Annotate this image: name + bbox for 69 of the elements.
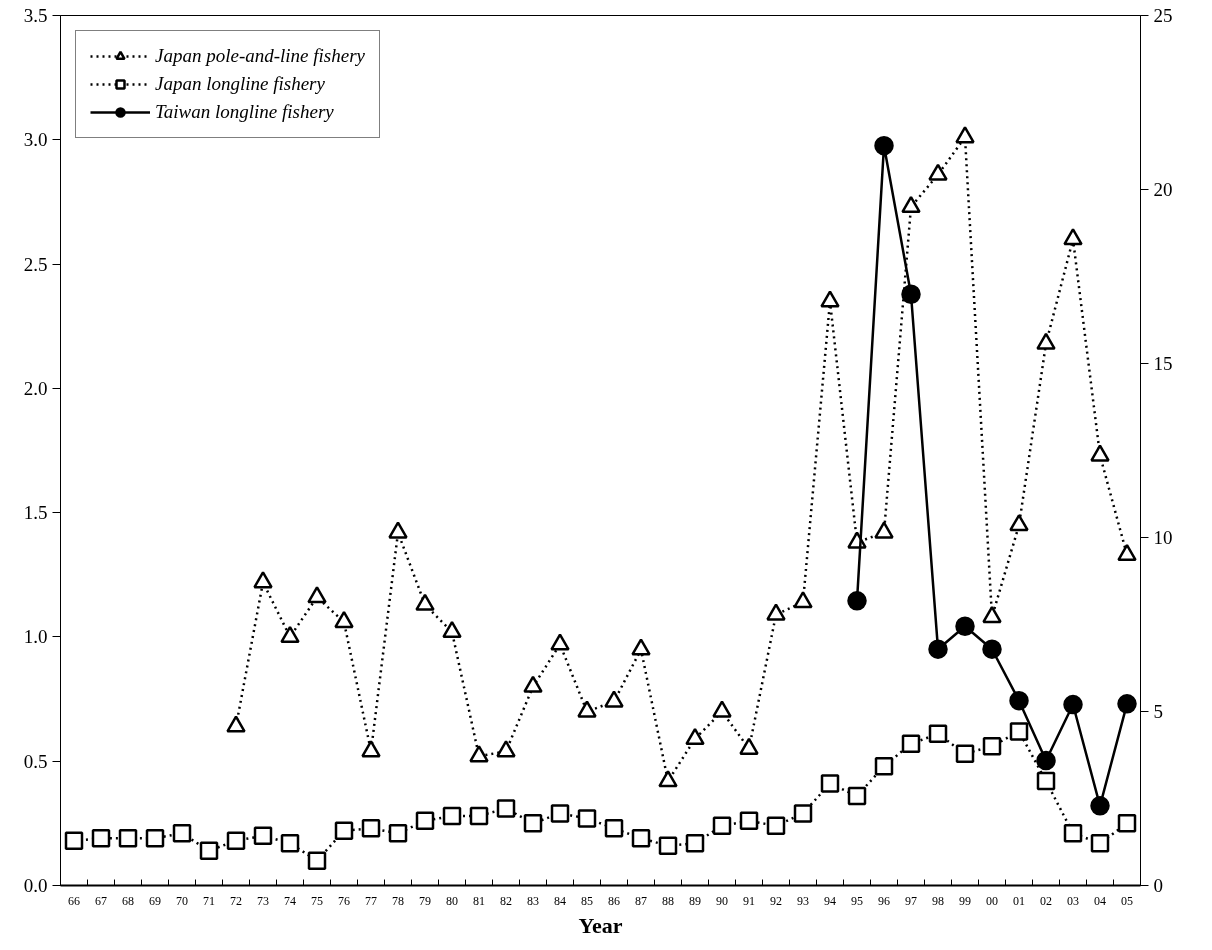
x-tick-label: 01 [1013, 893, 1025, 908]
x-tick-label: 80 [446, 893, 458, 908]
x-tick-label: 76 [338, 893, 350, 908]
x-tick-label: 66 [68, 893, 80, 908]
legend-label: Taiwan longline fishery [155, 101, 334, 123]
x-tick-label: 98 [932, 893, 944, 908]
point [1063, 694, 1083, 715]
x-tick-label: 88 [662, 893, 674, 908]
y2-tick-label: 15 [1153, 353, 1173, 374]
x-tick-label: 91 [743, 893, 755, 908]
y-tick-label: 2.5 [23, 253, 48, 275]
x-tick-label: 72 [230, 893, 242, 908]
x-tick-label: 67 [95, 893, 107, 908]
y-tick-label: 0.5 [23, 750, 48, 772]
x-tick-label: 71 [203, 893, 215, 908]
legend-label: Japan pole-and-line fishery [155, 45, 366, 67]
x-tick-label: 79 [419, 893, 431, 908]
x-tick-label: 77 [365, 893, 377, 908]
x-tick-label: 87 [635, 893, 647, 908]
legend-label: Japan longline fishery [155, 73, 325, 95]
x-tick-label: 86 [608, 893, 620, 908]
x-tick-label: 05 [1121, 893, 1133, 908]
x-tick-label: 96 [878, 893, 890, 908]
x-tick-label: 74 [284, 893, 296, 908]
x-tick-label: 73 [257, 893, 269, 908]
x-tick-label: 97 [905, 893, 917, 908]
x-tick-label: 84 [554, 893, 566, 908]
point [847, 591, 867, 611]
y2-tick-label: 25 [1153, 5, 1173, 26]
x-tick-label: 83 [527, 893, 539, 908]
x-tick-label: 70 [176, 893, 188, 908]
x-tick-label: 81 [473, 893, 485, 908]
x-tick-label: 75 [311, 893, 323, 908]
x-tick-label: 82 [500, 893, 512, 908]
point [982, 639, 1002, 659]
x-axis-title: Year [578, 912, 623, 938]
y-tick-label: 1.5 [23, 502, 48, 524]
y2-tick-label: 5 [1153, 701, 1163, 722]
x-tick-label: 78 [392, 893, 404, 908]
x-tick-label: 92 [770, 893, 782, 908]
y-tick-label: 2.0 [23, 377, 48, 399]
x-tick-label: 04 [1094, 893, 1106, 908]
x-tick-label: 85 [581, 893, 593, 908]
x-tick-label: 68 [122, 893, 134, 908]
x-tick-label: 03 [1067, 893, 1079, 908]
x-tick-label: 99 [959, 893, 971, 908]
x-tick-label: 69 [149, 893, 161, 908]
y-tick-label: 3.5 [23, 5, 48, 26]
point [1090, 796, 1110, 816]
x-tick-label: 93 [797, 893, 809, 908]
y-tick-label: 0.0 [23, 875, 48, 896]
point [955, 616, 975, 636]
y-tick-label: 1.0 [23, 626, 48, 648]
x-tick-label: 00 [986, 893, 998, 908]
point [1036, 750, 1056, 771]
point [901, 284, 921, 304]
x-tick-label: 90 [716, 893, 728, 908]
y2-tick-label: 0 [1153, 875, 1163, 896]
point [1117, 694, 1137, 714]
y-tick-label: 3.0 [23, 129, 48, 151]
y2-tick-label: 20 [1153, 179, 1173, 200]
point [874, 135, 894, 156]
x-tick-label: 89 [689, 893, 701, 908]
x-tick-label: 94 [824, 893, 836, 908]
point [928, 639, 948, 659]
x-tick-label: 95 [851, 893, 863, 908]
y2-tick-label: 10 [1153, 527, 1173, 548]
x-tick-label: 02 [1040, 893, 1052, 908]
point [1009, 690, 1029, 711]
